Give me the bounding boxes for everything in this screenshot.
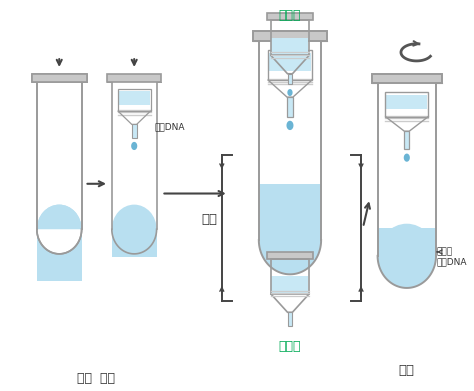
FancyBboxPatch shape xyxy=(266,252,313,259)
FancyBboxPatch shape xyxy=(404,131,409,149)
FancyBboxPatch shape xyxy=(386,95,427,109)
FancyBboxPatch shape xyxy=(266,13,313,20)
Polygon shape xyxy=(131,142,137,150)
Polygon shape xyxy=(287,89,292,96)
FancyBboxPatch shape xyxy=(37,229,82,281)
Ellipse shape xyxy=(112,204,156,254)
Polygon shape xyxy=(37,229,82,254)
FancyBboxPatch shape xyxy=(272,276,309,294)
Text: 洗脱: 洗脱 xyxy=(399,364,415,377)
Polygon shape xyxy=(404,154,410,162)
Text: 负压法: 负压法 xyxy=(279,339,301,353)
FancyBboxPatch shape xyxy=(288,312,292,326)
FancyBboxPatch shape xyxy=(107,74,162,82)
FancyBboxPatch shape xyxy=(269,53,311,71)
FancyBboxPatch shape xyxy=(272,38,309,55)
FancyBboxPatch shape xyxy=(288,74,292,84)
Text: 裂解  中和: 裂解 中和 xyxy=(77,372,115,385)
FancyBboxPatch shape xyxy=(132,124,137,138)
FancyBboxPatch shape xyxy=(253,31,327,41)
FancyBboxPatch shape xyxy=(287,97,293,117)
Text: 质粒DNA: 质粒DNA xyxy=(155,122,185,131)
Text: 离心法: 离心法 xyxy=(279,9,301,22)
Text: 漂洗: 漂洗 xyxy=(201,213,217,226)
FancyBboxPatch shape xyxy=(32,74,86,82)
FancyBboxPatch shape xyxy=(378,228,436,256)
Ellipse shape xyxy=(37,204,82,254)
FancyBboxPatch shape xyxy=(32,74,86,82)
FancyBboxPatch shape xyxy=(259,184,321,240)
Ellipse shape xyxy=(37,204,82,254)
Text: 纯化的
质粒DNA: 纯化的 质粒DNA xyxy=(436,247,466,267)
Polygon shape xyxy=(286,121,293,130)
Ellipse shape xyxy=(259,206,321,274)
FancyBboxPatch shape xyxy=(372,74,442,83)
FancyBboxPatch shape xyxy=(112,229,156,257)
FancyBboxPatch shape xyxy=(118,91,150,105)
Ellipse shape xyxy=(378,224,436,288)
